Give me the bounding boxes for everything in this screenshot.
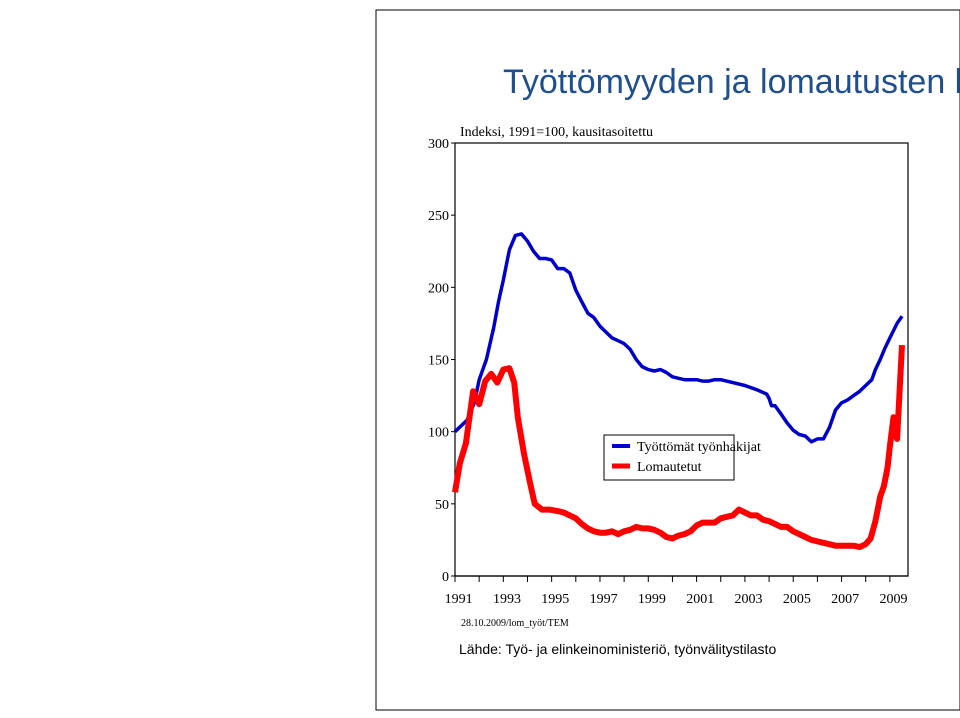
y-tick-label: 300 <box>428 137 449 152</box>
y-tick-label: 100 <box>428 426 449 441</box>
y-tick-label: 50 <box>435 498 449 513</box>
y-tick-label: 150 <box>428 354 449 369</box>
x-tick-label: 2005 <box>783 592 811 607</box>
legend-label-tyottomat: Työttömät työnhakijat <box>637 440 761 455</box>
y-tick-label: 200 <box>428 281 449 296</box>
y-axis: 0 50 100 150 200 250 300 <box>428 137 455 585</box>
legend: Työttömät työnhakijat Lomautetut <box>603 434 761 481</box>
footer-code: 28.10.2009/lom_työt/TEM <box>461 618 569 629</box>
x-tick-label: 1993 <box>493 592 521 607</box>
x-tick-label: 1997 <box>590 592 618 607</box>
slide-frame <box>375 9 960 711</box>
legend-box <box>603 434 735 481</box>
x-tick-label: 2001 <box>686 592 714 607</box>
x-tick-label: 2003 <box>735 592 763 607</box>
x-tick-label: 2007 <box>831 592 859 607</box>
series-lines <box>452 232 905 551</box>
x-axis: 1991 1993 1995 1997 1999 2001 2003 2005 2007 2009 <box>445 576 908 607</box>
line-chart: Indeksi, 1991=100, kausitasoitettu 0 50 10… <box>428 125 909 657</box>
x-tick-label: 1999 <box>638 592 666 607</box>
legend-label-lomautetut: Lomautetut <box>637 460 702 475</box>
y-tick-label: 0 <box>442 570 449 585</box>
slide-title: Työttömyyden ja lomautusten k <box>503 63 960 101</box>
x-tick-label: 1991 <box>445 592 473 607</box>
series-line-lomautetut <box>452 344 905 551</box>
series-line-tyottomat <box>453 232 904 444</box>
x-tick-label: 1995 <box>541 592 569 607</box>
x-tick-label: 2009 <box>880 592 908 607</box>
y-tick-label: 250 <box>428 209 449 224</box>
source-note: Lähde: Työ- ja elinkeinoministeriö, työn… <box>459 641 776 657</box>
chart-subtitle: Indeksi, 1991=100, kausitasoitettu <box>460 125 653 140</box>
